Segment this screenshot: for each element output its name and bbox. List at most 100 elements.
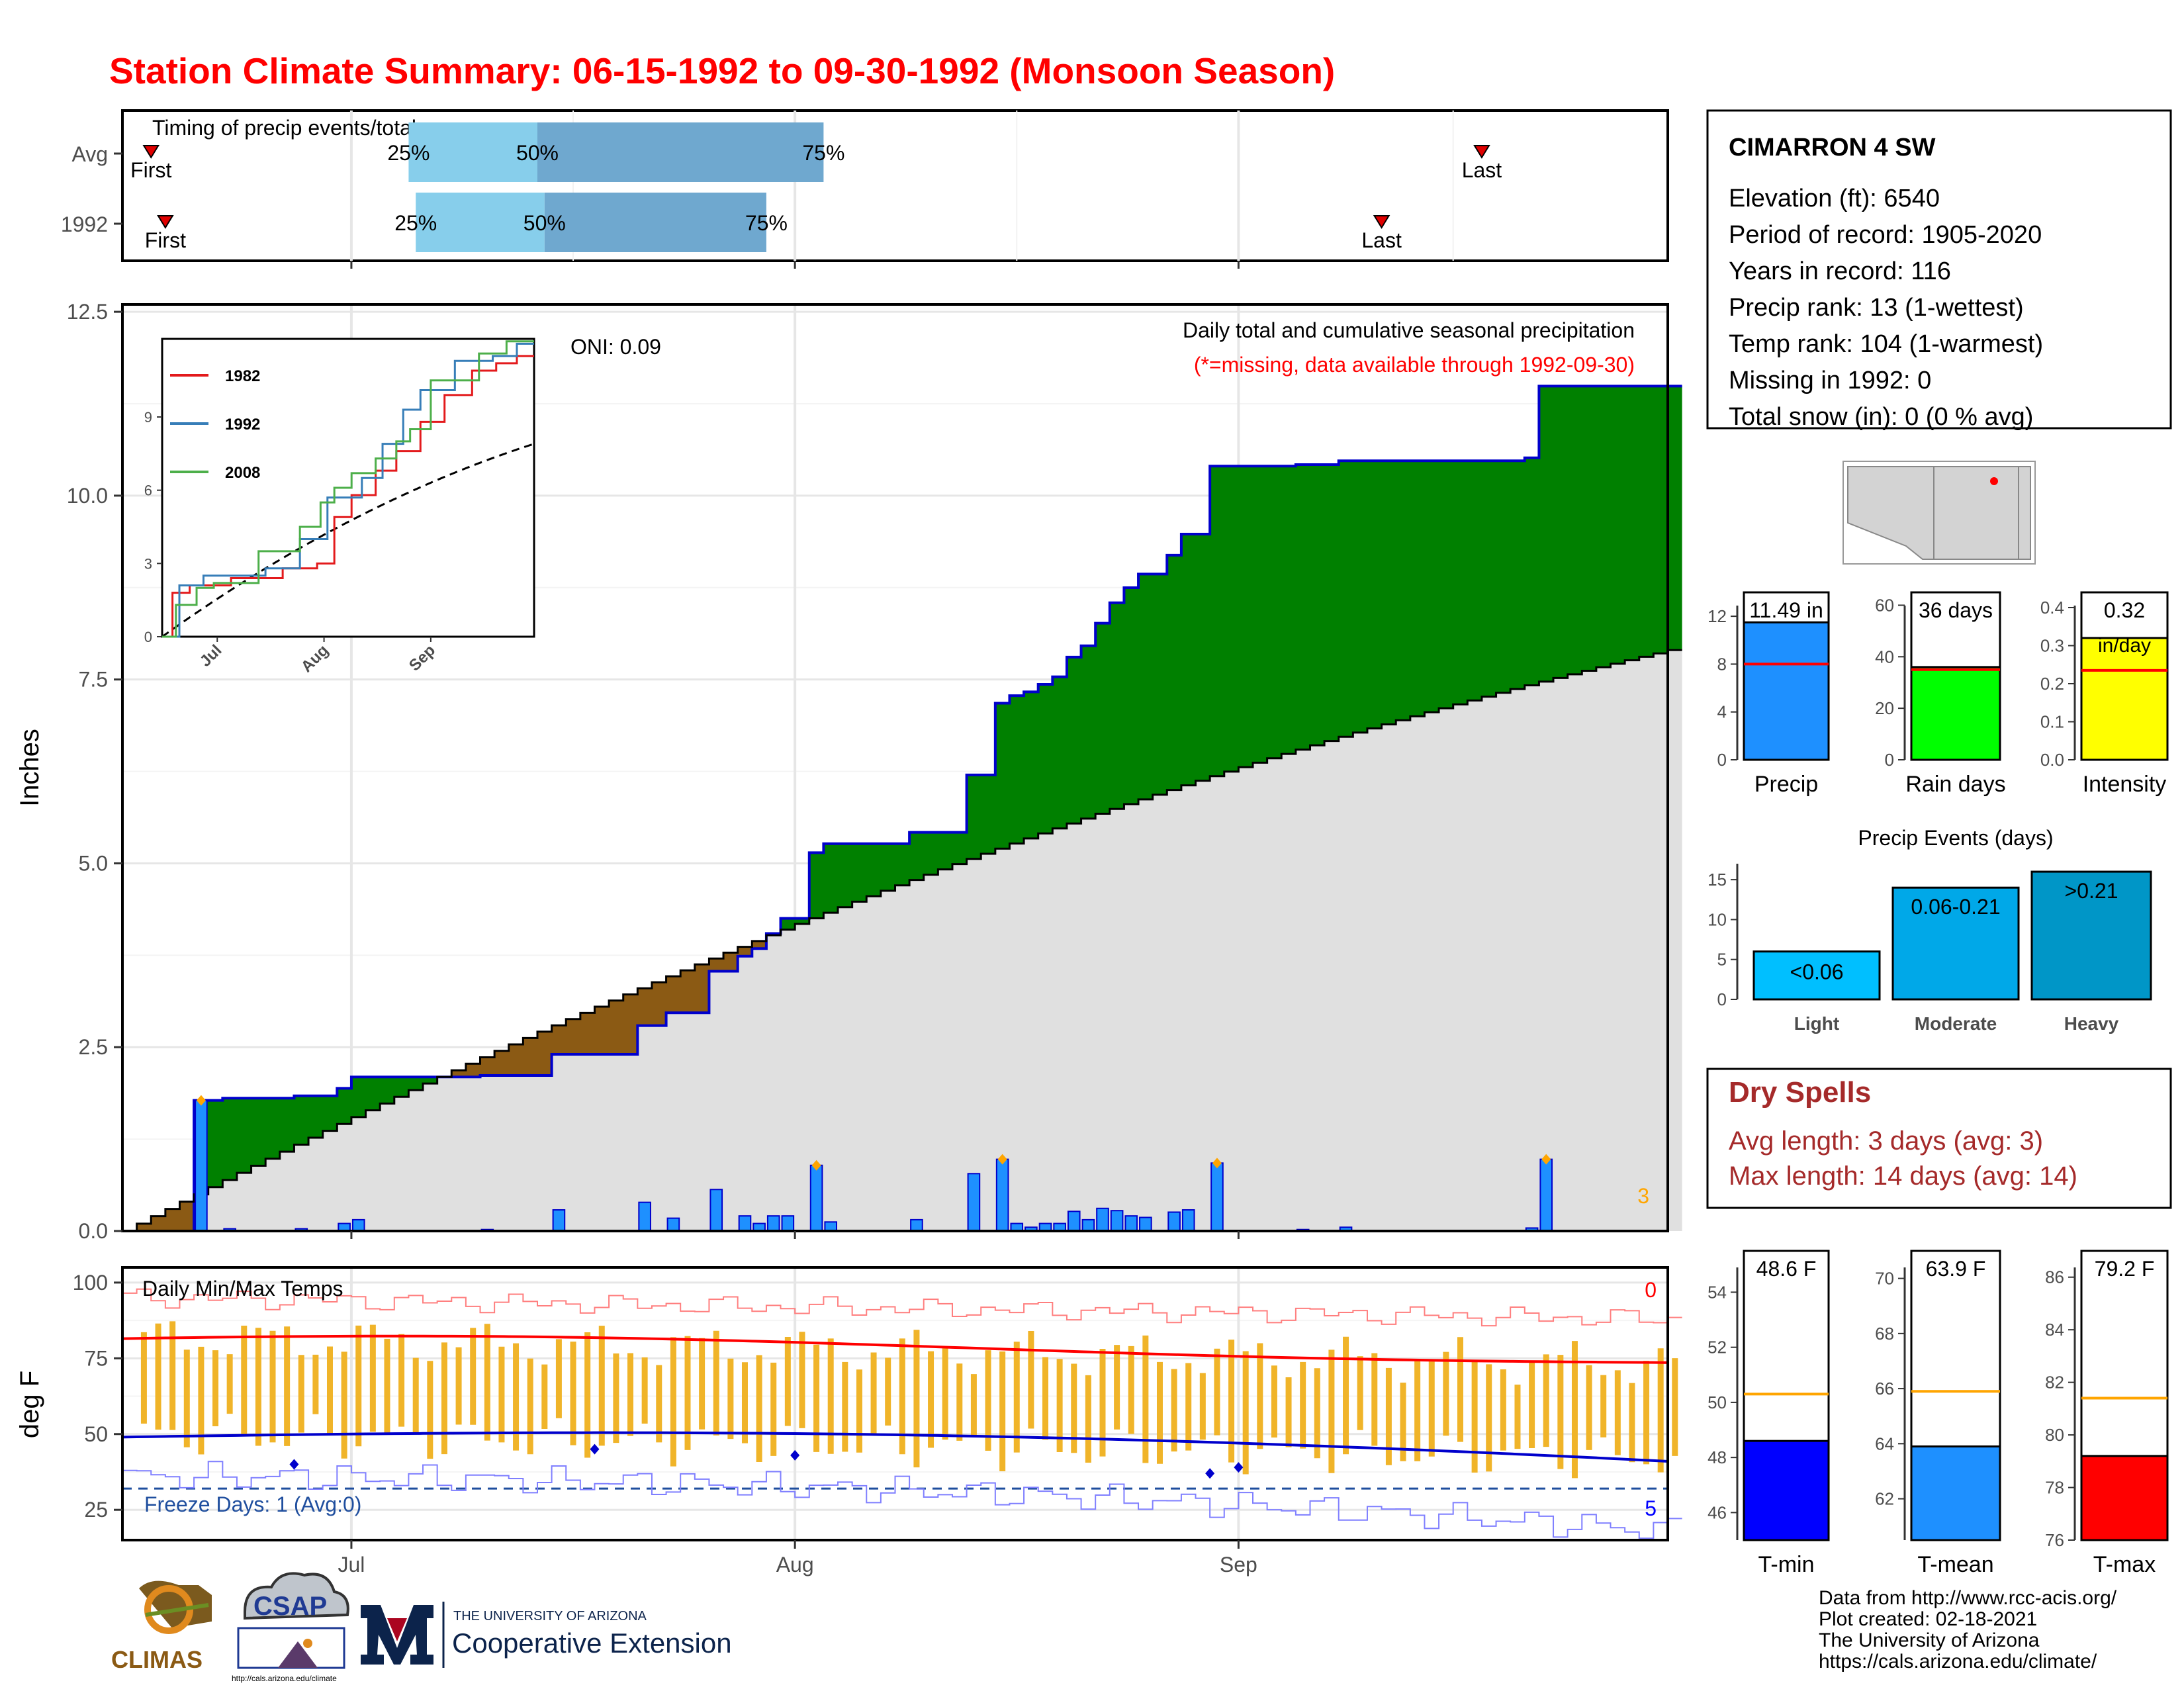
daily-precip-bar (351, 1218, 365, 1232)
inset-legend-label: 1992 (225, 416, 260, 434)
station-name: CIMARRON 4 SW (1729, 134, 1936, 161)
daily-precip-bar (1539, 1158, 1553, 1232)
station-info-line: Temp rank: 104 (1-warmest) (1729, 330, 2043, 358)
temp-bar-value-T-max (2080, 1455, 2169, 1541)
daily-precip-bar (1167, 1211, 1181, 1232)
event-bar-Heavy (2030, 870, 2152, 1001)
timing-row-label: Avg (71, 142, 108, 166)
record-low-marker (289, 1459, 299, 1470)
daily-precip-bar (552, 1209, 566, 1232)
temp-bar-tick-label: 50 (1707, 1393, 1727, 1412)
figure-title: Station Climate Summary: 06-15-1992 to 0… (109, 50, 1335, 91)
timing-first-label: First (145, 228, 186, 252)
precip-events-title: Precip Events (days) (1858, 826, 2053, 850)
temp-corner-bottom: 5 (1645, 1496, 1657, 1520)
record-low-marker (1205, 1468, 1215, 1479)
location-map (1843, 461, 2036, 565)
small-bar-tick-label: 0.2 (2040, 674, 2064, 694)
heavy-event-marker (811, 1160, 821, 1171)
temp-bar-tick-label: 54 (1707, 1282, 1727, 1302)
precip-ylabel: Inches (15, 729, 44, 807)
small-bar-value-unit: in/day (2098, 635, 2151, 657)
event-bar-Moderate (1891, 886, 2020, 1001)
timing-label: Timing of precip events/totals (152, 116, 427, 140)
record-low-marker (790, 1449, 800, 1461)
timing-bar-50-75 (537, 122, 824, 182)
credit-line-3: The University of Arizona (1819, 1629, 2040, 1651)
event-bar-text: 0.06-0.21 (1911, 895, 2000, 919)
station-info-line: Precip rank: 13 (1-wettest) (1729, 294, 2024, 322)
above-average-area (122, 386, 1682, 1232)
daily-precip-bar (1139, 1216, 1152, 1232)
dry-spells-title: Dry Spells (1729, 1076, 1871, 1109)
credit-line-2: Plot created: 02-18-2021 (1819, 1608, 2037, 1630)
temp-bar-tick-label: 62 (1875, 1489, 1894, 1509)
daily-precip-bar (809, 1164, 823, 1232)
small-bar-tick-label: 0.4 (2040, 598, 2064, 617)
inset-average-line (161, 443, 535, 638)
record-low-line (122, 1461, 1682, 1539)
temp-bar-tick-label: 80 (2045, 1425, 2064, 1445)
timing-row-label: 1992 (61, 212, 108, 236)
inset-series-1982 (162, 355, 534, 638)
daily-precip-bar (824, 1221, 838, 1232)
daily-precip-bar (1124, 1215, 1138, 1232)
climas-logo: CLIMAS (111, 1580, 212, 1673)
temp-bar-value-text: 79.2 F (2095, 1257, 2155, 1281)
temp-bar-tick-label: 66 (1875, 1379, 1894, 1398)
daily-precip-bar (1096, 1207, 1109, 1232)
temp-bar-value-text: 63.9 F (1926, 1257, 1986, 1281)
timing-bar-25-50 (416, 193, 545, 252)
timing-last-label: Last (1361, 228, 1402, 252)
climas-logo-text: CLIMAS (111, 1646, 203, 1673)
inset-ytick-label: 9 (144, 409, 152, 426)
small-bar-tick-label: 60 (1875, 595, 1894, 615)
temp-bar-label: T-min (1758, 1552, 1815, 1577)
station-info-line: Elevation (ft): 6540 (1729, 185, 1940, 212)
inset-series-2008 (162, 340, 534, 638)
csap-logo-text: CSAP (253, 1592, 327, 1621)
timing-first-marker (157, 215, 174, 229)
temp-bar-tick-label: 70 (1875, 1269, 1894, 1289)
daily-precip-bar (1181, 1209, 1195, 1232)
daily-precip-bar (666, 1217, 680, 1232)
precip-ytick-label: 7.5 (79, 668, 108, 692)
temp-bar-label: T-mean (1917, 1552, 1993, 1577)
timing-q25-label: 25% (394, 211, 437, 235)
dry-spells-max: Max length: 14 days (avg: 14) (1729, 1162, 2077, 1191)
small-bar-tick-label: 0 (1717, 750, 1727, 770)
temp-bar-tick-label: 68 (1875, 1324, 1894, 1344)
precip-ytick-label: 5.0 (79, 851, 108, 875)
timing-first-label: First (130, 158, 171, 182)
small-bar-tick-label: 0 (1885, 750, 1894, 770)
timing-bar-25-50 (408, 122, 537, 182)
timing-last-label: Last (1462, 158, 1502, 182)
inset-series-1992 (162, 342, 534, 638)
daily-precip-bar (995, 1158, 1009, 1232)
temp-ytick-label: 100 (73, 1271, 108, 1295)
timing-q50-label: 50% (516, 141, 559, 165)
temp-bar-value-T-mean (1910, 1445, 2001, 1541)
events-tick-label: 5 (1717, 950, 1727, 970)
credit-line-4: https://cals.arizona.edu/climate/ (1819, 1651, 2097, 1672)
temp-bar-tick-label: 84 (2045, 1320, 2064, 1340)
record-high-line (122, 1288, 1682, 1327)
small-bar-value-Rain days (1910, 666, 2001, 761)
event-bar-Light (1752, 950, 1881, 1001)
average-cumulative-area (122, 650, 1682, 1231)
ua-logo: THE UNIVERSITY OF ARIZONA Cooperative Ex… (361, 1602, 732, 1668)
csap-url: http://cals.arizona.edu/climate (232, 1674, 337, 1683)
temp-corner-top: 0 (1645, 1278, 1657, 1302)
heavy-event-marker (196, 1095, 206, 1106)
daily-precip-bar (781, 1215, 795, 1232)
heavy-event-marker (1212, 1158, 1222, 1169)
temp-ytick-label: 25 (84, 1498, 108, 1522)
small-bar-tick-label: 4 (1717, 702, 1727, 722)
daily-precip-bar (1067, 1211, 1081, 1232)
small-bar-tick-label: 0.0 (2040, 750, 2064, 770)
timing-q75-label: 75% (802, 141, 844, 165)
temp-bar-tick-label: 52 (1707, 1338, 1727, 1357)
heavy-event-marker (1541, 1154, 1551, 1165)
station-location-marker (1990, 477, 1998, 485)
